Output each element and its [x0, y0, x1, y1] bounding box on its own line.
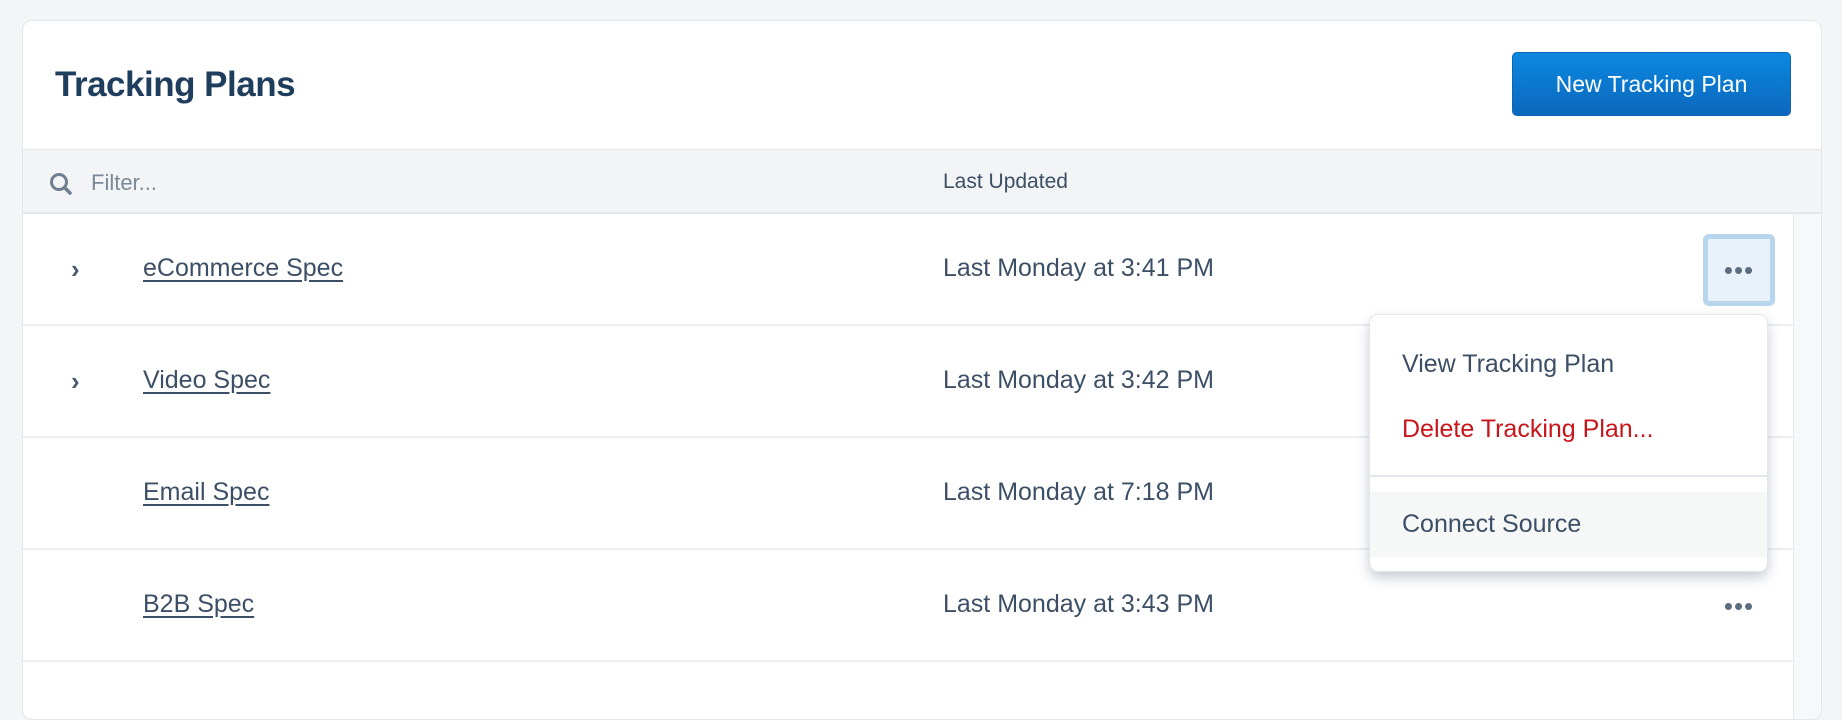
chevron-right-icon[interactable]: › — [71, 366, 80, 396]
row-actions-menu: View Tracking Plan Delete Tracking Plan.… — [1369, 314, 1768, 572]
plan-link[interactable]: B2B Spec — [143, 590, 255, 618]
column-header-last-updated[interactable]: Last Updated — [943, 170, 1068, 193]
search-icon — [50, 173, 72, 195]
table-row: Email Spec Last Monday at 7:18 PM — [23, 438, 1793, 550]
chevron-right-icon[interactable]: › — [71, 254, 80, 284]
plan-link[interactable]: Video Spec — [143, 366, 271, 394]
menu-item-view-tracking-plan[interactable]: View Tracking Plan — [1402, 349, 1615, 378]
menu-divider — [1370, 475, 1767, 477]
last-updated: Last Monday at 3:42 PM — [943, 366, 1214, 394]
ellipsis-icon: ••• — [1723, 254, 1755, 285]
table-row: › eCommerce Spec Last Monday at 3:41 PM … — [23, 214, 1793, 326]
plan-link[interactable]: Email Spec — [143, 478, 270, 506]
page-title: Tracking Plans — [55, 65, 296, 104]
menu-item-connect-source[interactable]: Connect Source — [1370, 492, 1767, 557]
menu-item-delete-tracking-plan[interactable]: Delete Tracking Plan... — [1402, 414, 1654, 443]
last-updated: Last Monday at 7:18 PM — [943, 478, 1214, 506]
scrollbar[interactable] — [1793, 214, 1821, 719]
table-row: B2B Spec Last Monday at 3:43 PM ••• — [23, 550, 1793, 662]
table-header: Last Updated — [23, 149, 1821, 214]
new-tracking-plan-button[interactable]: New Tracking Plan — [1512, 52, 1791, 116]
more-options-button[interactable]: ••• — [1703, 234, 1775, 306]
last-updated: Last Monday at 3:43 PM — [943, 590, 1214, 618]
more-options-button[interactable]: ••• — [1703, 570, 1775, 642]
ellipsis-icon: ••• — [1723, 590, 1755, 621]
table-row: › Video Spec Last Monday at 3:42 PM — [23, 326, 1793, 438]
last-updated: Last Monday at 3:41 PM — [943, 254, 1214, 282]
plan-link[interactable]: eCommerce Spec — [143, 254, 344, 282]
filter-input[interactable] — [91, 168, 591, 198]
